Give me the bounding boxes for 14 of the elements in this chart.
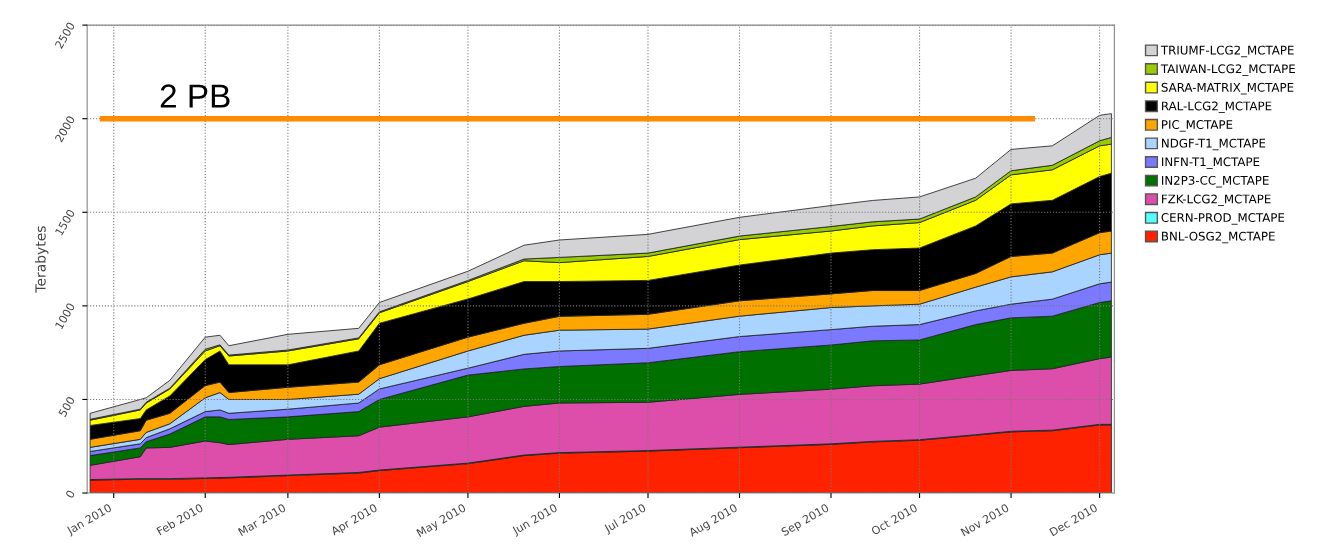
legend-label: SARA-MATRIX_MCTAPE — [1161, 82, 1294, 95]
legend-label: RAL-LCG2_MCTAPE — [1162, 101, 1272, 114]
y-tick-label: 0 — [65, 489, 76, 499]
legend-label: PIC_MCTAPE — [1162, 120, 1233, 132]
legend-label: TRIUMF-LCG2_MCTAPE — [1160, 45, 1294, 58]
legend-label: NDGF-T1_MCTAPE — [1162, 138, 1266, 151]
legend-label: FZK-LCG2_MCTAPE — [1162, 194, 1271, 207]
y-axis-title: Terabytes — [34, 226, 49, 293]
legend-label: INFN-T1_MCTAPE — [1162, 157, 1260, 169]
legend-label: IN2P3-CC_MCTAPE — [1162, 175, 1269, 188]
legend-label: CERN-PROD_MCTAPE — [1161, 213, 1285, 225]
legend-label: BNL-OSG2_MCTAPE — [1162, 231, 1275, 244]
ref-line-label: 2 PB — [160, 84, 230, 108]
legend-label: TAIWAN-LCG2_MCTAPE — [1160, 64, 1295, 76]
